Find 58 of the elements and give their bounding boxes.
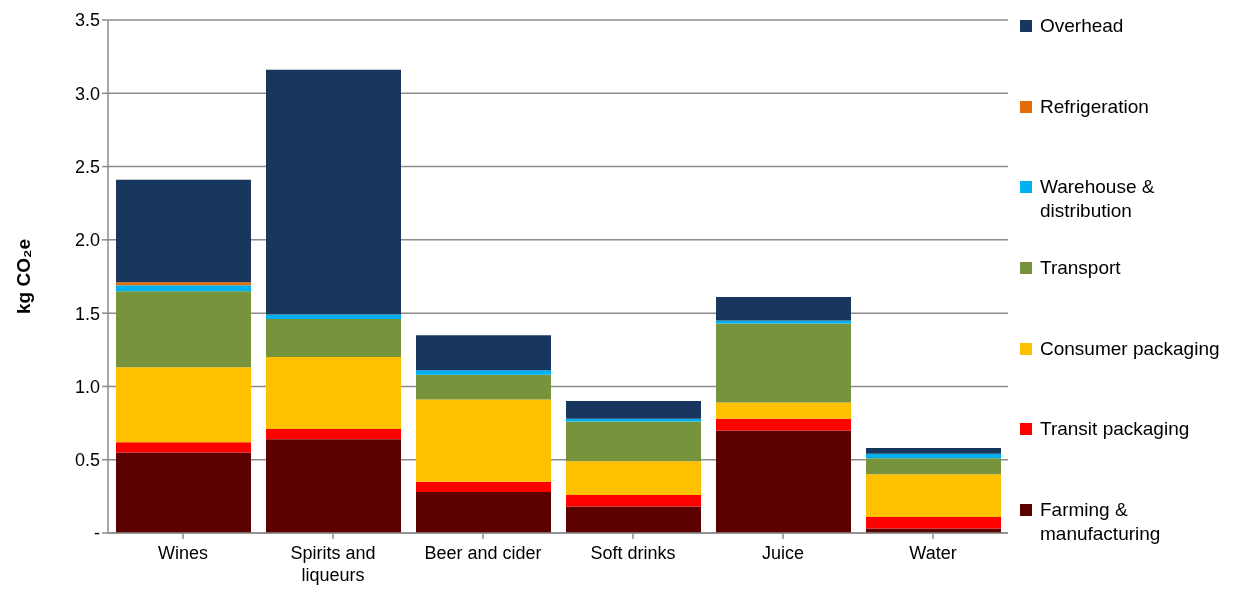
legend-label: Warehouse & distribution (1040, 175, 1156, 224)
x-tick-label: Juice (761, 543, 805, 563)
bar (416, 481, 551, 492)
bar (566, 494, 701, 507)
bar (866, 453, 1001, 459)
bar (716, 323, 851, 403)
legend-label: Consumer packaging (1040, 336, 1220, 361)
x-tick-label: Beer and cider (424, 543, 542, 563)
bar (116, 179, 251, 283)
bar (566, 401, 701, 419)
legend-label: Refrigeration (1040, 94, 1149, 119)
bar (266, 439, 401, 533)
legend-label: Farming & manufacturing (1040, 497, 1162, 546)
y-tick-label: 3.5 (74, 10, 100, 31)
legend-label: Transit packaging (1040, 417, 1190, 442)
y-tick-label: 3.0 (74, 83, 100, 104)
bar (116, 452, 251, 533)
legend-label: Overhead (1040, 14, 1124, 38)
bar (716, 402, 851, 419)
x-tick-label: Water (909, 543, 957, 563)
bar (416, 370, 551, 375)
bar (566, 461, 701, 495)
bar (866, 447, 1001, 454)
y-tick-label: - (94, 523, 100, 544)
bar (566, 418, 701, 422)
bar (566, 506, 701, 533)
y-tick-label: 0.5 (74, 450, 100, 471)
y-tick-label: 1.0 (74, 376, 100, 397)
bar (416, 335, 551, 371)
y-axis-title: kg CO₂e (13, 239, 34, 314)
y-tick-label: 2.5 (74, 156, 100, 177)
bar (716, 418, 851, 431)
bar (116, 291, 251, 368)
bar (266, 69, 401, 315)
bar (866, 516, 1001, 529)
bar (416, 374, 551, 400)
bar (716, 320, 851, 324)
legend-label: Transport (1040, 255, 1121, 280)
bar (416, 491, 551, 533)
y-tick-label: 2.0 (74, 230, 100, 251)
x-tick-label: Spirits and liqueurs (290, 543, 376, 585)
bar (266, 357, 401, 429)
bar (266, 314, 401, 320)
bar (116, 285, 251, 292)
bar (866, 474, 1001, 517)
bar (716, 297, 851, 321)
bar (266, 428, 401, 440)
bar (566, 421, 701, 462)
bar (416, 399, 551, 482)
x-tick-label: Wines (157, 543, 209, 563)
bar (116, 282, 251, 286)
bar (716, 430, 851, 533)
bar (116, 442, 251, 453)
bar (866, 458, 1001, 475)
bar (266, 319, 401, 358)
y-tick-label: 1.5 (74, 303, 100, 324)
bar (116, 367, 251, 443)
x-tick-label: Soft drinks (590, 543, 676, 563)
